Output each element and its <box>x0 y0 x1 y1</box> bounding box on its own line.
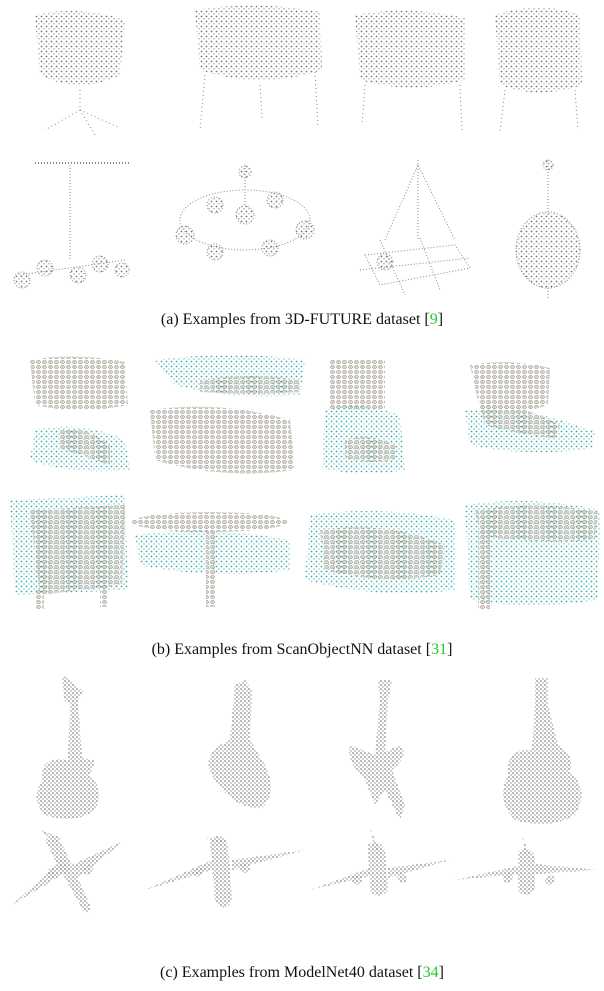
scan-cloud <box>30 355 595 474</box>
chandelier-cloud <box>14 160 580 298</box>
caption-text: (c) Examples from ModelNet40 dataset [ <box>160 964 423 981</box>
airplane-cloud <box>12 828 598 913</box>
caption: (b) Examples from ScanObjectNN dataset [… <box>0 641 604 659</box>
figure: (a) Examples from 3D-FUTURE dataset [9] … <box>0 0 604 991</box>
chair-cloud <box>35 5 582 135</box>
caption-text: ] <box>447 641 452 658</box>
caption-text: (b) Examples from ScanObjectNN dataset [ <box>152 641 431 658</box>
caption-text: (a) Examples from 3D-FUTURE dataset [ <box>161 311 430 328</box>
caption-text: ] <box>439 964 444 981</box>
citation[interactable]: 31 <box>431 641 447 658</box>
point-cloud-panels <box>0 0 604 991</box>
caption-text: ] <box>438 311 443 328</box>
scan-cloud <box>10 495 600 610</box>
citation[interactable]: 34 <box>423 964 439 981</box>
caption: (a) Examples from 3D-FUTURE dataset [9] <box>0 311 604 329</box>
guitar-cloud <box>37 675 582 824</box>
caption: (c) Examples from ModelNet40 dataset [34… <box>0 964 604 982</box>
citation[interactable]: 9 <box>430 311 438 328</box>
